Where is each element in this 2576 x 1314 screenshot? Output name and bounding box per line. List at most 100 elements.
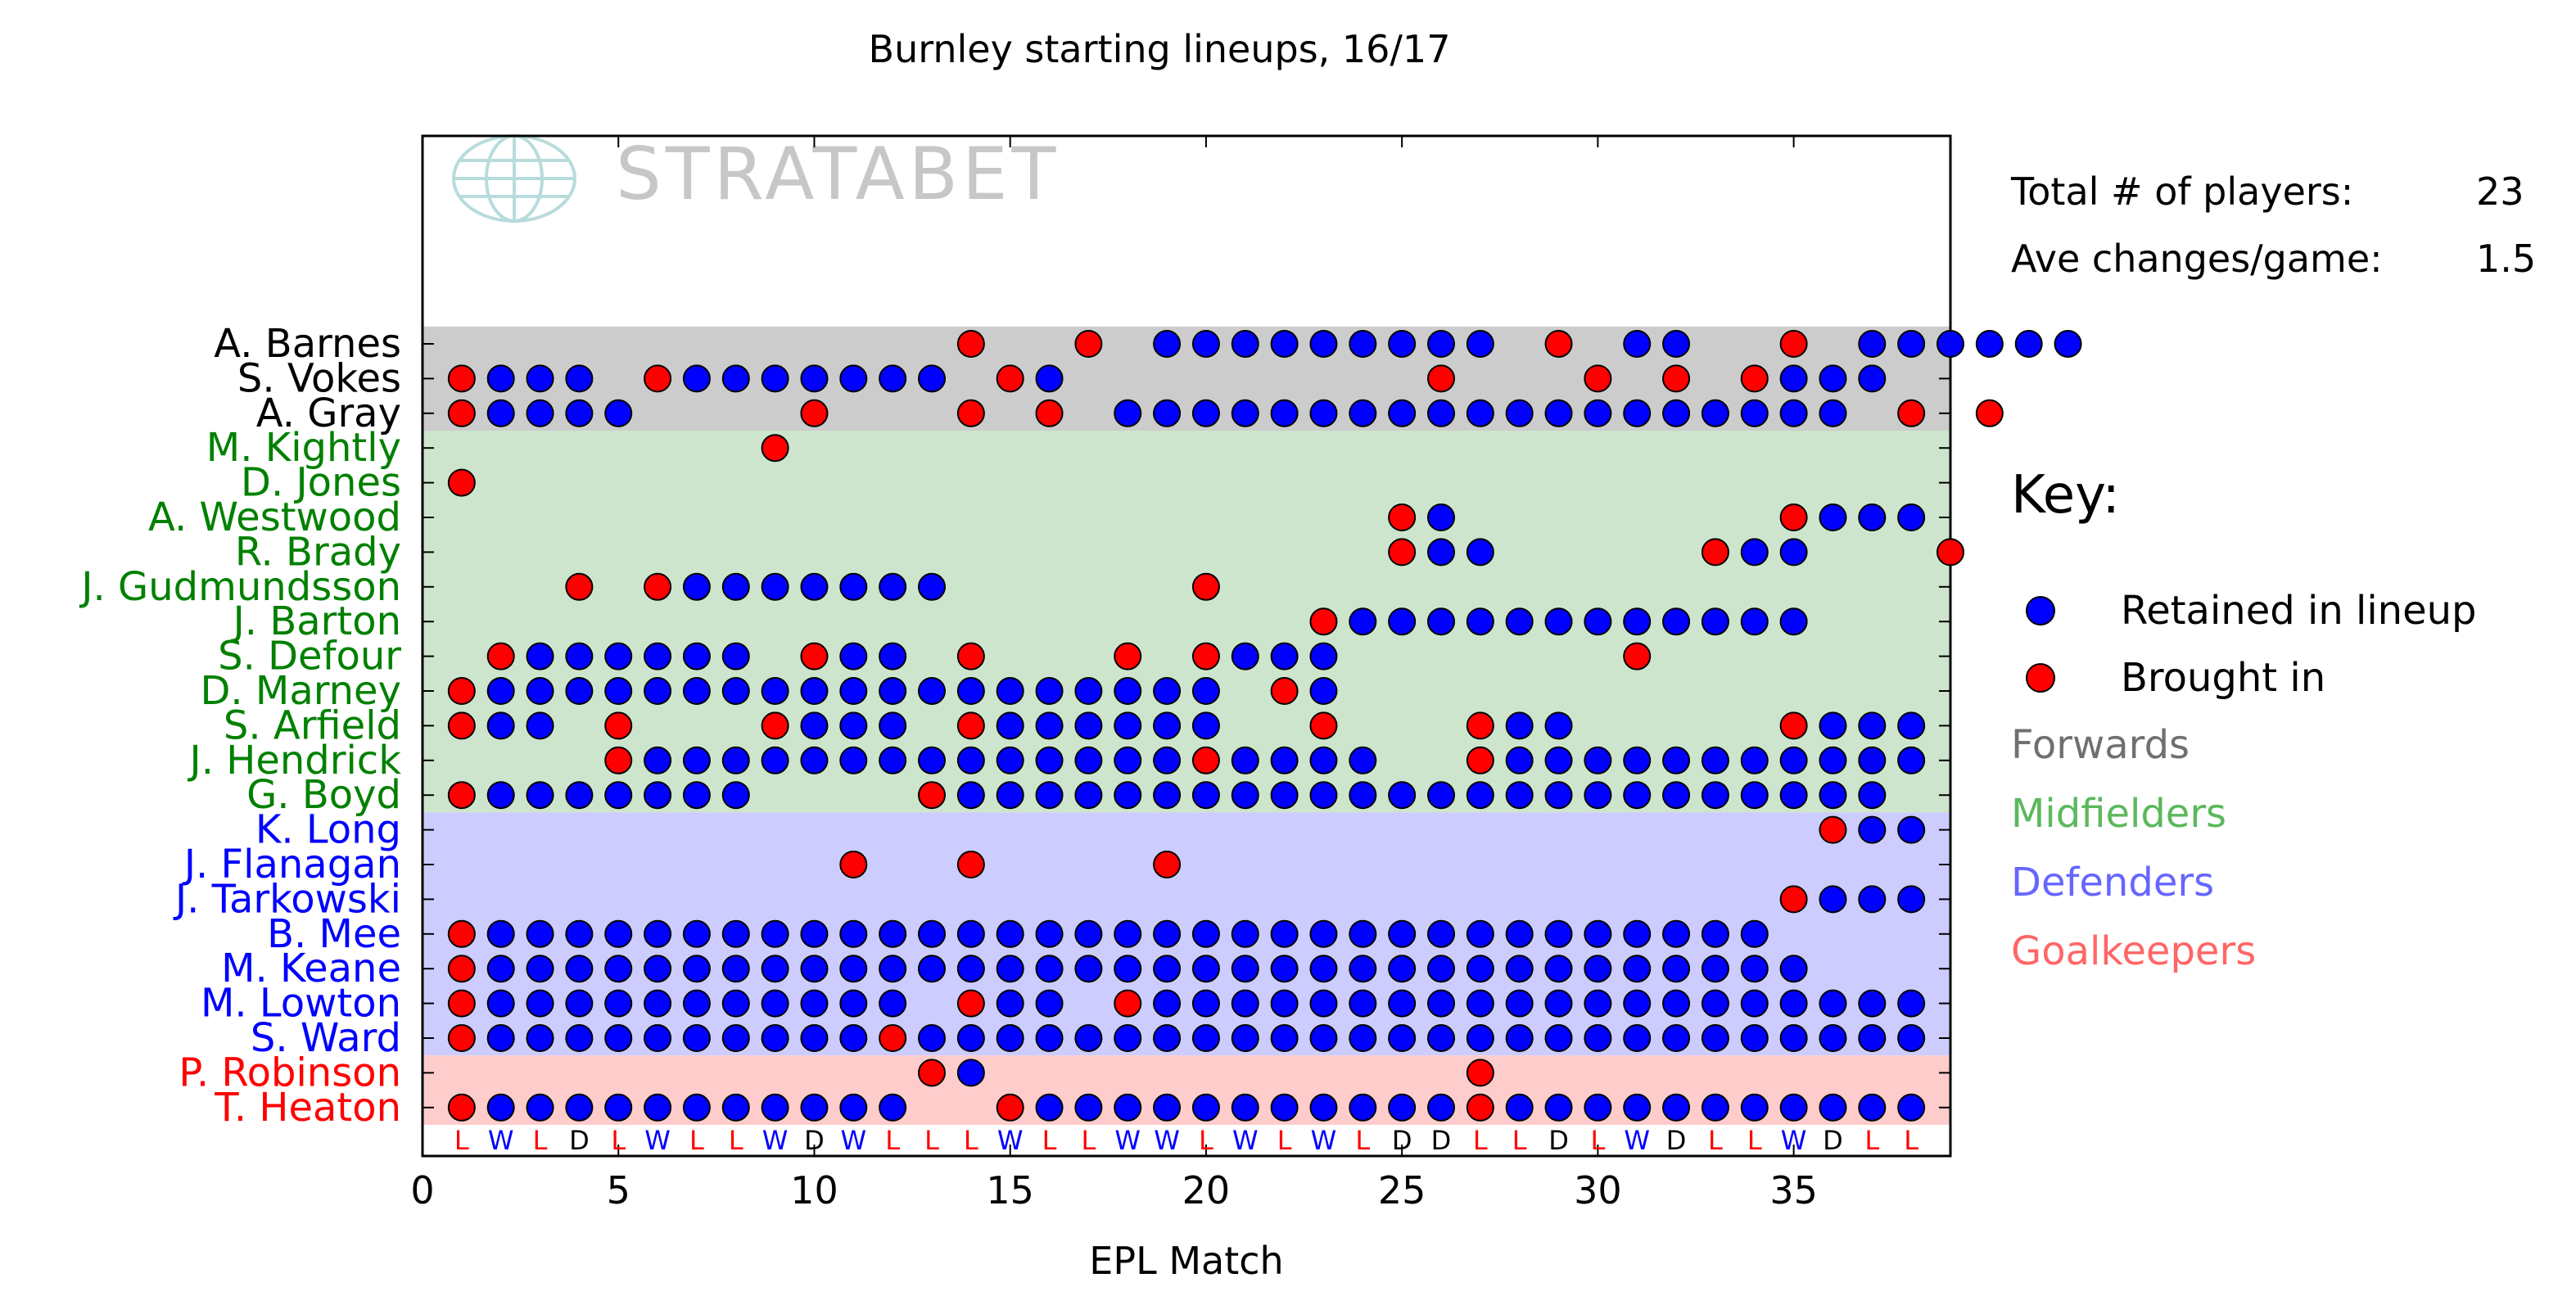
- retained-marker: [956, 677, 985, 705]
- retained-marker: [1388, 955, 1417, 983]
- retained-marker: [1544, 607, 1573, 636]
- player-label: R. Brady: [235, 529, 401, 575]
- retained-marker: [486, 989, 515, 1018]
- player-label: J. Tarkowski: [173, 876, 401, 922]
- brought-in-marker: [956, 399, 985, 427]
- player-label: A. Gray: [256, 391, 401, 436]
- retained-marker: [1309, 677, 1338, 705]
- match-result: W: [762, 1125, 789, 1156]
- retained-marker: [1309, 1024, 1338, 1052]
- retained-marker: [1427, 919, 1455, 948]
- retained-marker: [721, 572, 750, 601]
- retained-marker: [839, 711, 868, 740]
- retained-marker: [761, 677, 789, 705]
- brought-in-marker: [1191, 572, 1220, 601]
- match-result: L: [611, 1125, 626, 1156]
- x-tick-label: 10: [790, 1168, 838, 1212]
- retained-marker: [1074, 746, 1103, 774]
- retained-marker: [839, 642, 868, 671]
- retained-marker: [1231, 1024, 1259, 1052]
- retained-marker: [1858, 885, 1887, 914]
- retained-marker: [1074, 1093, 1103, 1122]
- retained-marker: [1584, 781, 1612, 810]
- retained-marker: [721, 919, 750, 948]
- retained-marker: [682, 989, 711, 1018]
- retained-marker: [1505, 781, 1534, 810]
- brought-in-marker: [1937, 538, 1964, 567]
- retained-marker: [800, 1024, 829, 1052]
- retained-marker: [1544, 1024, 1573, 1052]
- retained-marker: [1975, 330, 2004, 358]
- brought-in-marker: [1779, 503, 1808, 531]
- retained-marker: [1740, 746, 1769, 774]
- brought-in-marker: [918, 1059, 946, 1087]
- x-tick-label: 15: [986, 1168, 1034, 1212]
- key-defenders: Defenders: [2011, 860, 2214, 905]
- retained-marker: [1427, 330, 1455, 358]
- retained-marker: [1349, 399, 1377, 427]
- total-players-label: Total # of players:: [2010, 169, 2353, 214]
- match-result: D: [1548, 1125, 1569, 1156]
- retained-marker: [1231, 399, 1259, 427]
- match-result: L: [533, 1125, 548, 1156]
- retained-marker: [1349, 989, 1377, 1018]
- x-tick-label: 30: [1574, 1168, 1622, 1212]
- retained-marker: [879, 919, 907, 948]
- retained-marker: [1035, 989, 1064, 1018]
- brought-in-marker: [1544, 330, 1573, 358]
- brought-in-marker: [996, 1093, 1024, 1122]
- retained-marker: [1153, 1093, 1182, 1122]
- brought-in-marker: [447, 677, 476, 705]
- retained-marker: [1740, 1024, 1769, 1052]
- retained-marker: [1819, 781, 1847, 810]
- player-label: S. Arfield: [224, 702, 401, 748]
- retained-marker: [1544, 711, 1573, 740]
- retained-marker: [1309, 642, 1338, 671]
- x-tick-label: 20: [1182, 1168, 1231, 1212]
- retained-marker: [1074, 781, 1103, 810]
- retained-marker: [1662, 607, 1691, 636]
- retained-marker: [1505, 1024, 1534, 1052]
- player-label: M. Kightly: [206, 425, 401, 471]
- player-label: M. Keane: [221, 946, 401, 991]
- match-result: W: [1232, 1125, 1259, 1156]
- retained-marker: [565, 955, 594, 983]
- retained-marker: [879, 746, 907, 774]
- retained-marker: [1584, 919, 1612, 948]
- retained-marker: [800, 572, 829, 601]
- retained-marker: [1701, 1093, 1729, 1122]
- retained-marker: [1858, 1093, 1887, 1122]
- retained-marker: [526, 711, 554, 740]
- retained-marker: [1231, 330, 1259, 358]
- retained-marker: [956, 1059, 985, 1087]
- retained-marker: [526, 955, 554, 983]
- retained-marker: [1191, 955, 1220, 983]
- brought-in-marker: [1191, 746, 1220, 774]
- match-result: L: [1199, 1125, 1213, 1156]
- retained-marker: [1466, 607, 1494, 636]
- retained-marker: [526, 399, 554, 427]
- retained-marker: [1427, 607, 1455, 636]
- retained-marker: [1270, 399, 1299, 427]
- retained-marker: [565, 677, 594, 705]
- brought-in-marker: [800, 642, 829, 671]
- brought-in-marker: [1309, 711, 1338, 740]
- retained-marker: [996, 711, 1024, 740]
- retained-marker: [1701, 781, 1729, 810]
- retained-marker: [1153, 781, 1182, 810]
- retained-marker: [1466, 919, 1494, 948]
- retained-marker: [1270, 1093, 1299, 1122]
- brought-in-marker: [447, 955, 476, 983]
- retained-marker: [1349, 1024, 1377, 1052]
- retained-marker: [1231, 955, 1259, 983]
- brought-in-marker: [1270, 677, 1299, 705]
- retained-marker: [1819, 399, 1847, 427]
- match-result: L: [1590, 1125, 1605, 1156]
- retained-marker: [996, 955, 1024, 983]
- retained-marker: [1662, 399, 1691, 427]
- position-bands: [423, 326, 1950, 1125]
- retained-marker: [1779, 399, 1808, 427]
- match-result: D: [804, 1125, 825, 1156]
- retained-marker: [1779, 746, 1808, 774]
